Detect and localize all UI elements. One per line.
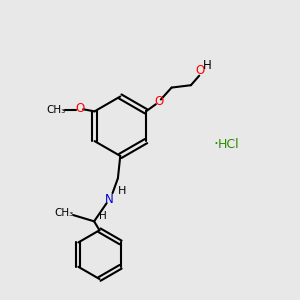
Text: H: H: [118, 186, 127, 196]
Text: CH₃: CH₃: [54, 208, 74, 218]
Text: O: O: [154, 95, 163, 108]
Text: O: O: [75, 102, 84, 115]
Text: HCl: HCl: [218, 138, 240, 151]
Text: O: O: [195, 64, 204, 77]
Text: H: H: [99, 211, 106, 221]
Text: ·: ·: [213, 136, 218, 152]
Text: N: N: [105, 193, 113, 206]
Text: H: H: [202, 59, 211, 72]
Text: CH₃: CH₃: [46, 105, 65, 115]
